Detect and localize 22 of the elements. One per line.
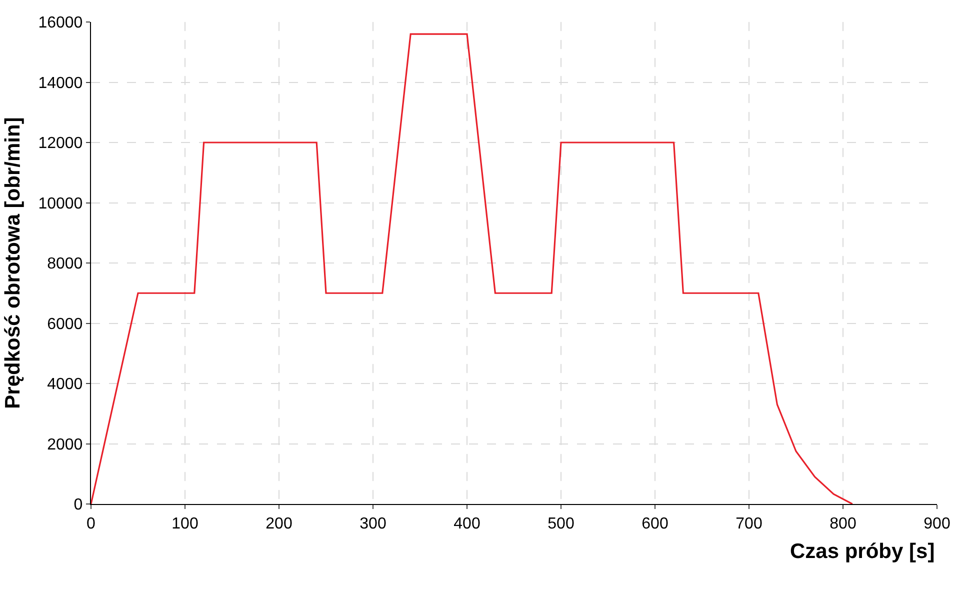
y-tick-label: 2000 bbox=[47, 436, 83, 454]
y-tick-label: 14000 bbox=[38, 74, 83, 92]
y-tick-label: 16000 bbox=[38, 14, 83, 32]
x-tick-label: 400 bbox=[454, 515, 480, 532]
y-tick-label: 6000 bbox=[47, 316, 83, 333]
x-tick-label: 100 bbox=[172, 515, 198, 532]
line-series bbox=[91, 33, 854, 504]
y-tick-label: 4000 bbox=[47, 376, 83, 394]
x-tick-label: 300 bbox=[360, 515, 386, 532]
x-tick-label: 0 bbox=[86, 515, 96, 532]
x-tick-label: 700 bbox=[736, 515, 762, 532]
x-tick-label: 900 bbox=[924, 515, 950, 532]
x-tick-label: 200 bbox=[266, 515, 292, 532]
y-tick-label: 12000 bbox=[38, 135, 83, 152]
y-axis-title: Prędkość obrotowa [obr/min] bbox=[1, 117, 24, 409]
x-axis-title: Czas próby [s] bbox=[790, 540, 935, 563]
y-tick-label: 10000 bbox=[38, 195, 83, 212]
y-tick-label: 0 bbox=[74, 496, 83, 514]
x-tick-label: 500 bbox=[548, 515, 574, 532]
x-tick-label: 800 bbox=[830, 515, 856, 532]
y-tick-label: 8000 bbox=[47, 256, 83, 273]
x-tick-label: 600 bbox=[642, 515, 668, 532]
